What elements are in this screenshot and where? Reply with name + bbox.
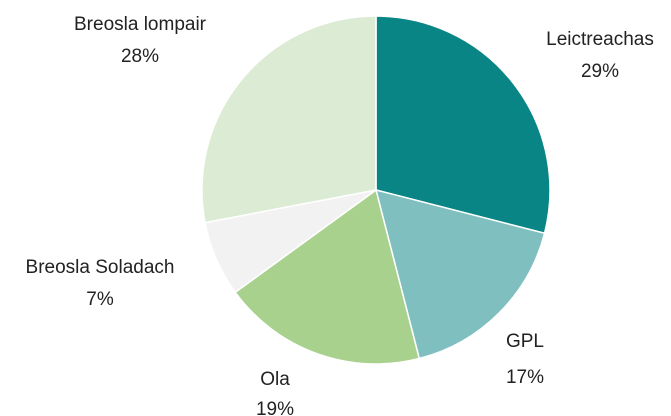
slice-value-label: 7%	[86, 289, 114, 310]
slice-value-label: 28%	[121, 46, 159, 67]
slice-value-label: 17%	[506, 367, 544, 388]
pie-slice	[201, 15, 377, 224]
slice-label: Leictreachas	[546, 29, 654, 50]
slice-value-label: 29%	[581, 61, 619, 82]
pie-slice	[234, 188, 421, 365]
pie-slice	[375, 15, 551, 235]
slice-label: Ola	[260, 369, 290, 390]
slice-label: Breosla Soladach	[26, 257, 175, 278]
slice-value-label: 19%	[256, 399, 294, 416]
pie-slice	[374, 188, 546, 360]
slice-label: Breosla lompair	[74, 14, 207, 35]
slice-label: GPL	[506, 331, 544, 352]
